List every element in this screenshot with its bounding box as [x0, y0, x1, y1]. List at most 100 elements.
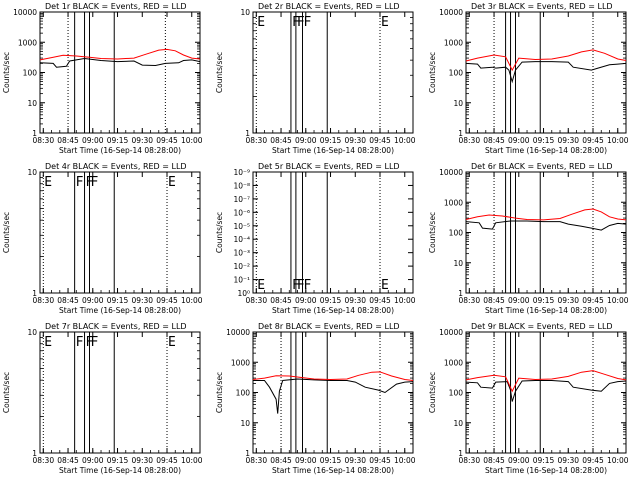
x-tick-label: 08:30	[32, 136, 54, 145]
y-tick-label: 10⁻²	[233, 262, 250, 271]
x-tick-label: 09:15	[320, 456, 342, 465]
x-tick-label: 09:45	[582, 296, 604, 305]
x-tick-label: 09:45	[156, 296, 178, 305]
x-tick-label: 09:15	[107, 456, 129, 465]
x-tick-label: 09:00	[295, 296, 317, 305]
x-tick-label: 10:00	[607, 456, 629, 465]
x-tick-label: 10:00	[181, 296, 203, 305]
y-tick-label: 10	[240, 419, 250, 428]
marker-letter: F	[297, 278, 305, 293]
x-tick-label: 09:30	[557, 296, 579, 305]
y-axis-title: Counts/sec	[428, 52, 437, 93]
marker-letter: E	[381, 15, 389, 30]
y-tick-label: 1	[458, 449, 463, 458]
y-tick-label: 10	[240, 8, 250, 17]
y-tick-label: 10000	[439, 328, 463, 337]
x-tick-label: 09:15	[533, 456, 555, 465]
y-tick-label: 10	[453, 419, 463, 428]
y-tick-label: 1	[458, 129, 463, 138]
marker-letter: F	[76, 335, 84, 350]
y-tick-label: 10	[27, 328, 37, 337]
y-tick-label: 10⁰	[237, 289, 250, 298]
y-tick-label: 10⁻¹	[233, 276, 250, 285]
x-axis-title: Start Time (16-Sep-14 08:28:00)	[485, 306, 607, 315]
y-tick-label: 10⁻⁸	[233, 181, 250, 190]
panel-det4r: Det 4r BLACK = Events, RED = LLD Counts/s…	[2, 162, 203, 315]
x-tick-label: 10:00	[181, 456, 203, 465]
x-axis-title: Start Time (16-Sep-14 08:28:00)	[272, 306, 394, 315]
marker-letter: E	[44, 335, 52, 350]
x-tick-label: 09:45	[156, 456, 178, 465]
y-tick-label: 10⁻³	[233, 249, 250, 258]
y-tick-label: 10⁻⁷	[233, 195, 250, 204]
panel-det3r: Det 3r BLACK = Events, RED = LLD Counts/s…	[428, 2, 629, 155]
events-series-line	[465, 380, 627, 402]
y-tick-label: 100	[449, 229, 464, 238]
marker-letter: E	[168, 335, 176, 350]
x-tick-label: 09:15	[107, 296, 129, 305]
marker-letter: F	[90, 335, 98, 350]
x-axis-title: Start Time (16-Sep-14 08:28:00)	[272, 146, 394, 155]
x-tick-label: 09:45	[369, 136, 391, 145]
marker-letter: F	[303, 278, 311, 293]
x-tick-label: 09:15	[533, 136, 555, 145]
panel-det6r: Det 6r BLACK = Events, RED = LLD Counts/s…	[428, 162, 629, 315]
x-axis-title: Start Time (16-Sep-14 08:28:00)	[485, 146, 607, 155]
panel-title: Det 6r BLACK = Events, RED = LLD	[471, 162, 613, 171]
x-tick-label: 09:30	[131, 456, 153, 465]
x-tick-label: 08:45	[483, 296, 505, 305]
panel-det1r: Det 1r BLACK = Events, RED = LLD Counts/s…	[2, 2, 203, 155]
events-series-line	[39, 57, 201, 68]
y-tick-label: 10	[27, 99, 37, 108]
y-tick-label: 10000	[439, 8, 463, 17]
x-tick-label: 09:15	[320, 296, 342, 305]
x-tick-label: 08:45	[483, 456, 505, 465]
lld-series-line	[465, 208, 627, 221]
x-tick-label: 08:45	[270, 456, 292, 465]
x-tick-label: 08:30	[458, 296, 480, 305]
panel-det5r: Det 5r BLACK = Events, RED = LLD Counts/s…	[215, 162, 416, 315]
x-tick-label: 09:15	[320, 136, 342, 145]
y-axis-title: Counts/sec	[2, 372, 11, 413]
y-tick-label: 10⁻⁴	[233, 235, 250, 244]
y-tick-label: 1000	[18, 38, 37, 47]
x-axis-title: Start Time (16-Sep-14 08:28:00)	[59, 466, 181, 475]
plot-frame	[39, 331, 201, 454]
y-tick-label: 1	[245, 129, 250, 138]
x-tick-label: 08:45	[57, 136, 79, 145]
x-tick-label: 10:00	[394, 296, 416, 305]
x-tick-label: 08:30	[245, 136, 267, 145]
x-tick-label: 08:30	[245, 296, 267, 305]
x-tick-label: 09:30	[344, 456, 366, 465]
y-tick-label: 100	[449, 389, 464, 398]
x-tick-label: 09:00	[508, 456, 530, 465]
x-tick-label: 09:00	[82, 456, 104, 465]
x-tick-label: 08:30	[32, 456, 54, 465]
y-tick-label: 1000	[444, 198, 463, 207]
x-tick-label: 08:30	[458, 136, 480, 145]
x-tick-label: 09:45	[369, 456, 391, 465]
panel-det9r: Det 9r BLACK = Events, RED = LLD Counts/s…	[428, 322, 629, 475]
marker-letter: E	[381, 278, 389, 293]
y-tick-label: 100	[449, 69, 464, 78]
y-tick-label: 1	[32, 289, 37, 298]
panel-title: Det 8r BLACK = Events, RED = LLD	[258, 322, 400, 331]
y-tick-label: 1000	[231, 358, 250, 367]
y-tick-label: 1	[458, 289, 463, 298]
y-tick-label: 100	[236, 389, 251, 398]
x-tick-label: 09:45	[156, 136, 178, 145]
panel-title: Det 2r BLACK = Events, RED = LLD	[258, 2, 400, 11]
y-axis-title: Counts/sec	[215, 212, 224, 253]
x-tick-label: 09:30	[557, 136, 579, 145]
y-tick-label: 1	[245, 449, 250, 458]
marker-letter: F	[297, 15, 305, 30]
x-tick-label: 09:00	[295, 136, 317, 145]
x-tick-label: 08:45	[57, 296, 79, 305]
y-tick-label: 10	[453, 99, 463, 108]
x-tick-label: 09:45	[369, 296, 391, 305]
x-tick-label: 09:00	[508, 136, 530, 145]
x-tick-label: 09:30	[344, 136, 366, 145]
x-tick-label: 08:30	[32, 296, 54, 305]
y-tick-label: 10⁻⁵	[233, 222, 250, 231]
plot-frame	[252, 11, 414, 134]
